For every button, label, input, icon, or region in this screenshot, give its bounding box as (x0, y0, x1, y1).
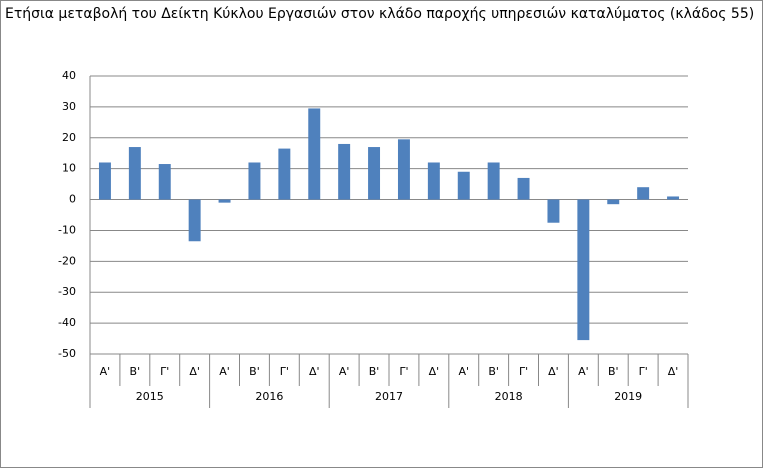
x-tick-label: Δ' (548, 365, 559, 378)
x-tick-label: Α' (100, 365, 111, 378)
x-tick-label: Β' (608, 365, 619, 378)
bar (98, 162, 111, 200)
bar (427, 162, 440, 200)
bar (457, 171, 470, 200)
x-tick-label: Β' (369, 365, 380, 378)
y-tick-label: 20 (62, 131, 76, 144)
bar (547, 199, 560, 223)
x-tick-label: Β' (249, 365, 260, 378)
x-tick-label: Α' (458, 365, 469, 378)
bar (218, 199, 231, 203)
x-tick-label: Γ' (639, 365, 648, 378)
bar (607, 199, 620, 205)
x-tick-label: Δ' (309, 365, 320, 378)
chart-title: Ετήσια μεταβολή του Δείκτη Κύκλου Εργασι… (5, 6, 754, 22)
y-tick-label: 40 (62, 69, 76, 82)
x-tick-label: Γ' (160, 365, 169, 378)
y-tick-label: -50 (58, 347, 76, 360)
bar (637, 187, 650, 200)
group-label: 2017 (375, 390, 403, 403)
x-tick-label: Γ' (399, 365, 408, 378)
bar (577, 199, 590, 341)
x-tick-label: Γ' (519, 365, 528, 378)
x-tick-label: Α' (219, 365, 230, 378)
x-tick-label: Β' (488, 365, 499, 378)
group-label: 2018 (495, 390, 523, 403)
bar (368, 147, 381, 200)
bar (308, 108, 321, 200)
x-tick-label: Δ' (429, 365, 440, 378)
x-tick-label: Γ' (280, 365, 289, 378)
x-tick-label: Δ' (668, 365, 679, 378)
y-tick-label: -30 (58, 285, 76, 298)
bar (397, 139, 410, 200)
bar (158, 164, 171, 200)
group-label: 2019 (614, 390, 642, 403)
bar (517, 177, 530, 200)
group-label: 2016 (255, 390, 283, 403)
bar (248, 162, 261, 200)
x-tick-label: Δ' (189, 365, 200, 378)
y-tick-label: 10 (62, 162, 76, 175)
x-tick-label: Α' (339, 365, 350, 378)
x-tick-label: Α' (578, 365, 589, 378)
bar (338, 143, 351, 200)
bar (278, 148, 291, 200)
x-tick-label: Β' (130, 365, 141, 378)
y-tick-label: 30 (62, 100, 76, 113)
group-label: 2015 (136, 390, 164, 403)
bar (128, 147, 141, 200)
bar (188, 199, 201, 242)
bar (487, 162, 500, 200)
y-tick-label: 0 (69, 193, 76, 206)
y-tick-label: -40 (58, 316, 76, 329)
bar (667, 196, 680, 200)
y-tick-label: -20 (58, 254, 76, 267)
y-tick-label: -10 (58, 223, 76, 236)
